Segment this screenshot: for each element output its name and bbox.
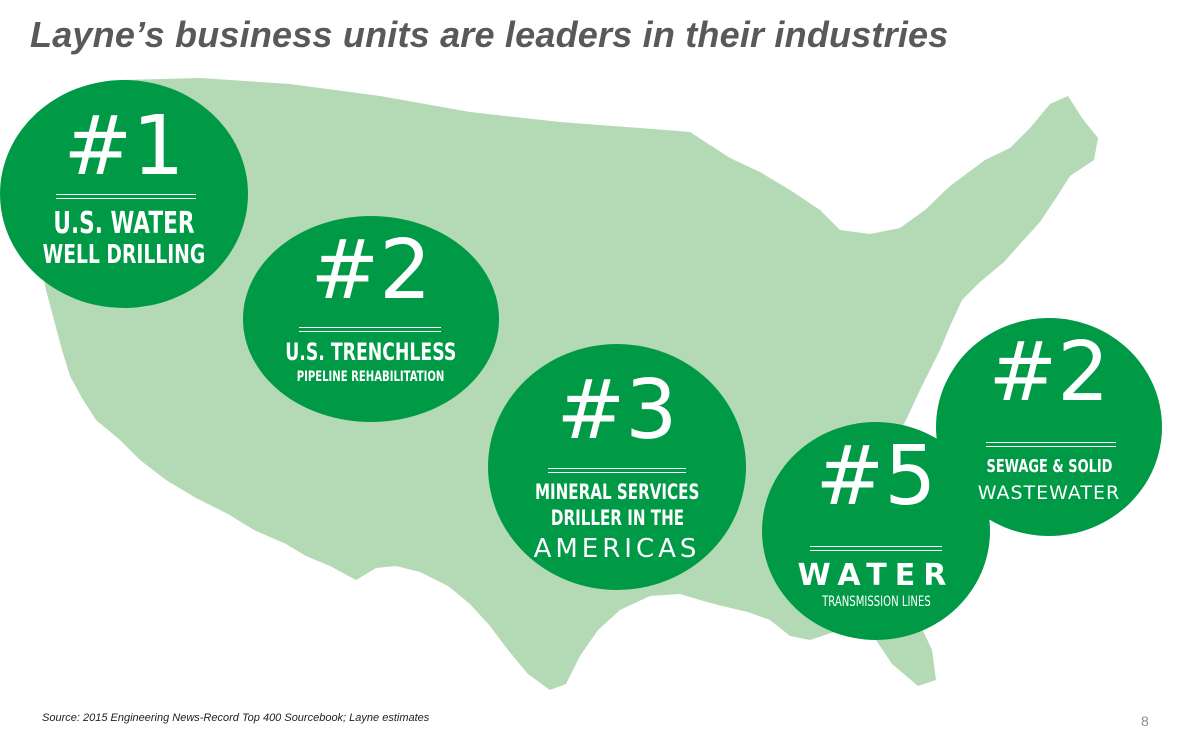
source-note: Source: 2015 Engineering News-Record Top… [42, 712, 430, 724]
circle-subheading: WELL DRILLING [42, 240, 206, 270]
circle-subheading: TRANSMISSION LINES [821, 594, 931, 610]
rank-number: #1 [63, 99, 185, 194]
circle-heading: U.S. TRENCHLESS [285, 338, 457, 366]
circle-heading: U.S. WATER [53, 206, 195, 241]
rank-number: #2 [310, 223, 432, 318]
circle-heading: WATER [797, 558, 955, 593]
circle-heading: MINERAL SERVICES [534, 480, 700, 504]
circle-subheading: WASTEWATER [977, 482, 1121, 504]
rank-number: #3 [556, 363, 678, 458]
divider [299, 327, 441, 332]
rank-circle-sewage-wastewater: #2 SEWAGE & SOLID WASTEWATER [936, 318, 1162, 536]
rank-circle-water-well-drilling: #1 U.S. WATER WELL DRILLING [0, 80, 248, 308]
circle-heading: SEWAGE & SOLID [986, 456, 1112, 477]
circle-subheading-2: AMERICAS [533, 534, 701, 564]
rank-number: #2 [988, 325, 1110, 420]
page-number: 8 [1141, 713, 1149, 729]
rank-circle-mineral-services: #3 MINERAL SERVICES DRILLER IN THE AMERI… [488, 344, 746, 590]
divider [56, 194, 196, 199]
divider [986, 442, 1116, 447]
divider [810, 546, 942, 551]
rank-circle-trenchless-rehabilitation: #2 U.S. TRENCHLESS PIPELINE REHABILITATI… [243, 216, 499, 422]
divider [548, 468, 686, 473]
circle-subheading: PIPELINE REHABILITATION [297, 369, 445, 385]
circle-subheading: DRILLER IN THE [550, 506, 684, 530]
rank-number: #5 [815, 429, 937, 524]
slide-title: Layne’s business units are leaders in th… [30, 14, 949, 55]
